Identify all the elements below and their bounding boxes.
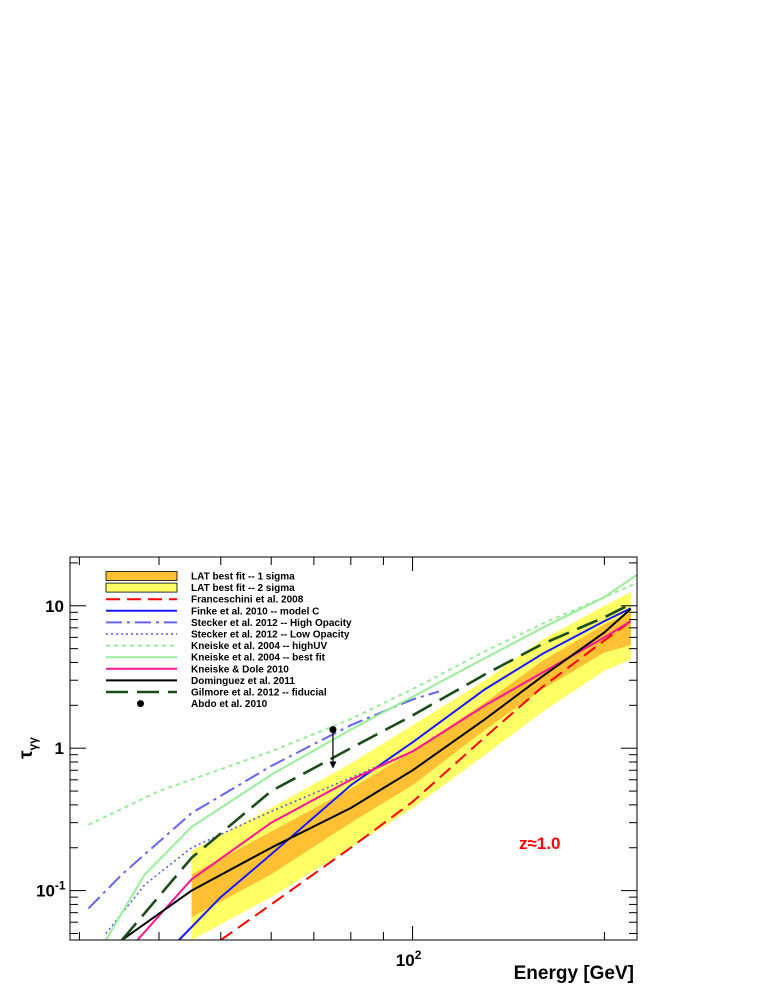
legend-item-kneiske-dole-2010: Kneiske & Dole 2010 [106,664,289,675]
x-axis-title: Energy [GeV] [514,963,634,984]
legend-label: LAT best fit -- 2 sigma [191,583,295,594]
legend-item-kneiske-et-al-2004-best-fit: Kneiske et al. 2004 -- best fit [106,653,326,664]
band-lat-best-fit-1-sigma [191,612,631,918]
series-layer [87,573,637,940]
legend-label: Stecker et al. 2012 -- High Opacity [191,618,352,629]
y-tick-label: 1 [55,739,64,758]
legend-label: LAT best fit -- 1 sigma [191,572,295,583]
y-tick-label: 10-1 [36,879,66,901]
y-tick-label: 10 [45,597,64,616]
y-tick-label-base: 10 [45,597,64,616]
legend-item-stecker-et-al-2012-high-opacity: Stecker et al. 2012 -- High Opacity [106,618,352,629]
legend-label: Franceschini et al. 2008 [191,595,304,606]
legend-label: Kneiske et al. 2004 -- best fit [191,653,326,664]
legend-item-franceschini-et-al-2008: Franceschini et al. 2008 [106,595,304,606]
series-dominguez-et-al-2011 [121,608,632,940]
y-tick-label-base: 10 [36,882,55,901]
y-tick-label-exp: -1 [55,879,66,893]
redshift-annotation: z≈1.0 [519,834,560,853]
y-axis-title: τγγ [16,737,40,759]
plot-frame [69,556,638,941]
legend-item-gilmore-et-al-2012-fiducial: Gilmore et al. 2012 -- fiducial [106,688,327,699]
points-layer [329,726,337,769]
y-axis-title-subscript: γγ [26,737,40,751]
series-franceschini-et-al-2008 [220,620,632,940]
legend-label: Kneiske & Dole 2010 [191,664,289,675]
legend-swatch [105,582,178,593]
legend-item-lat-best-fit-2-sigma: LAT best fit -- 2 sigma [105,582,295,594]
upper-limit-arrowhead [329,761,337,769]
series-stecker-et-al-2012-high-opacity [87,690,440,910]
y-tick-label-base: 1 [55,739,64,758]
y-axis-title-tau: τ [16,750,37,759]
legend-item-finke-et-al-2010-model-c: Finke et al. 2010 -- model C [106,606,319,617]
series-gilmore-et-al-2012-fiducial [121,601,634,940]
series-stecker-et-al-2012-low-opacity [105,750,413,934]
bands-layer [191,592,631,940]
legend-label: Abdo et al. 2010 [191,699,268,710]
x-tick-label-exp: 2 [415,948,422,962]
legend-label: Gilmore et al. 2012 -- fiducial [191,688,327,699]
legend-swatch [105,571,178,581]
legend-label: Stecker et al. 2012 -- Low Opacity [191,630,350,641]
x-tick-label: 102 [396,948,422,970]
legend-label: Dominguez et al. 2011 [191,676,295,687]
x-tick-label-base: 10 [396,951,415,970]
series-kneiske-et-al-2004-best-fit [104,573,637,940]
legend-label: Finke et al. 2010 -- model C [191,606,319,617]
legend-item-kneiske-et-al-2004-highuv: Kneiske et al. 2004 -- highUV [106,641,327,652]
series-finke-et-al-2010-model-c [178,607,632,940]
series-kneiske-dole-2010 [136,620,632,940]
legend-swatch [137,700,144,708]
legend-item-dominguez-et-al-2011: Dominguez et al. 2011 [106,676,295,687]
legend-item-abdo-et-al-2010: Abdo et al. 2010 [137,699,268,710]
legend-item-lat-best-fit-1-sigma: LAT best fit -- 1 sigma [105,571,295,583]
legend-label: Kneiske et al. 2004 -- highUV [191,641,327,652]
legend-item-stecker-et-al-2012-low-opacity: Stecker et al. 2012 -- Low Opacity [106,630,350,641]
